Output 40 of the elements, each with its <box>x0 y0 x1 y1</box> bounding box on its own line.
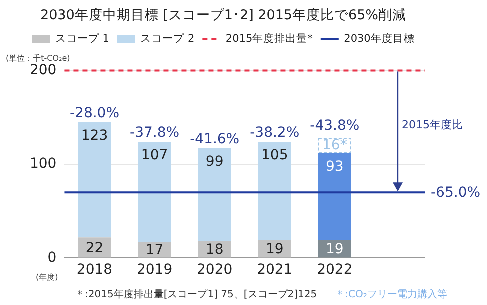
y-tick-label: 100 <box>30 156 57 172</box>
text: ＊:2015年度排出量[スコープ1] 75、[スコープ2]125 <box>75 288 318 301</box>
annotation: -28.0% <box>70 105 120 122</box>
bar <box>198 148 232 242</box>
bar <box>258 142 292 240</box>
data-label: 93 <box>326 158 344 175</box>
bar <box>318 153 352 240</box>
y-tick-label: 200 <box>30 62 57 78</box>
bar <box>138 142 172 242</box>
annotation: -37.8% <box>130 124 180 141</box>
text: -65.0% <box>431 185 481 202</box>
legend-label: スコープ 2 <box>140 32 195 46</box>
x-tick-label: 2020 <box>197 262 233 278</box>
data-label: 99 <box>206 154 224 170</box>
data-label: 19 <box>326 242 344 258</box>
x-tick-label: 2021 <box>257 262 293 278</box>
data-label: 18 <box>206 242 224 258</box>
legend-label: 2030年度目標 <box>344 32 415 46</box>
chart-title: 2030年度中期目標 [スコープ1･2] 2015年度比で65%削減 <box>40 8 407 24</box>
data-label: 123 <box>81 128 108 144</box>
x-axis-title: (年度) <box>36 273 58 282</box>
x-tick-label: 2022 <box>317 262 353 278</box>
data-label: 19 <box>266 242 284 258</box>
data-label: 22 <box>86 240 104 256</box>
x-tick-label: 2019 <box>136 262 173 278</box>
text: ＊:CO₂フリー電力購入等 <box>335 288 448 301</box>
data-label: 16* <box>322 137 348 154</box>
legend-label: 2015年度排出量* <box>226 32 313 46</box>
legend-label: スコープ 1 <box>55 32 110 46</box>
annotation: -41.6% <box>190 132 240 148</box>
x-tick-label: 2018 <box>76 262 113 278</box>
text: 2015年度比 <box>402 118 463 132</box>
data-label: 105 <box>262 148 288 164</box>
data-label: 17 <box>146 242 164 259</box>
y-axis-title: (単位：千t-CO₂e) <box>6 54 70 64</box>
annotation: -43.8% <box>310 118 360 134</box>
bar <box>78 122 112 238</box>
y-tick-label: 0 <box>48 250 57 266</box>
annotation: -38.2% <box>250 124 300 141</box>
data-label: 107 <box>141 148 168 164</box>
